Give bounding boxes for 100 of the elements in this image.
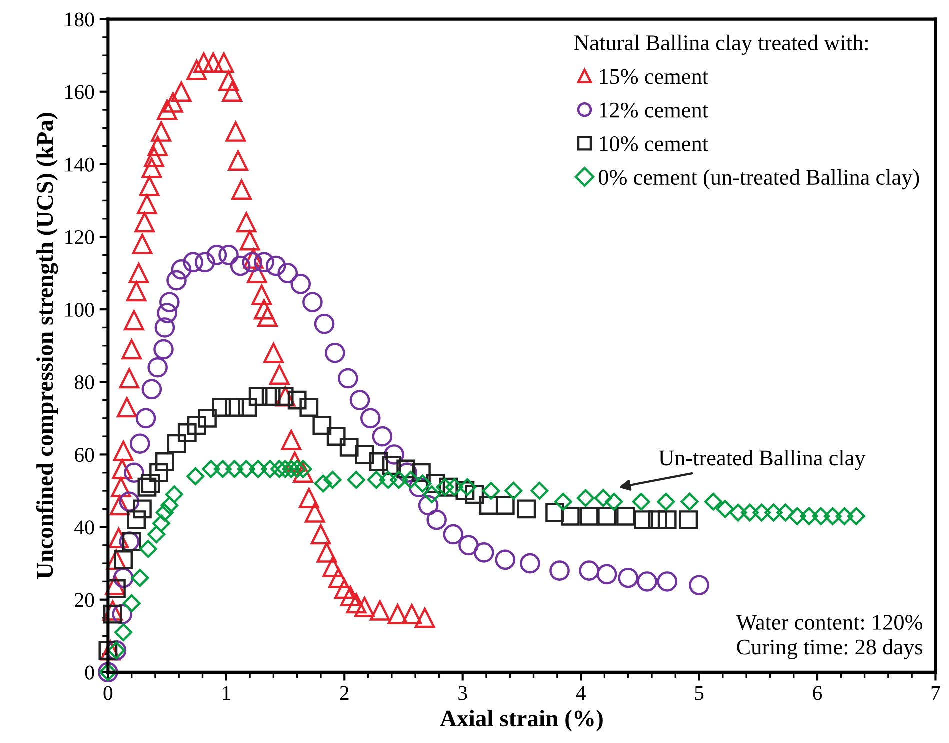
point [382, 456, 402, 476]
point [171, 260, 192, 280]
y-tick-label: 180 [66, 12, 94, 27]
point [114, 550, 133, 570]
point [741, 504, 760, 522]
point [679, 510, 698, 530]
point [212, 398, 232, 417]
annotation: Water content: 120% [736, 615, 923, 630]
y-tick-label: 160 [66, 85, 94, 100]
point [369, 452, 388, 472]
legend-title: Natural Ballina clay treated with: [574, 34, 868, 56]
x-tick-label: 2 [340, 686, 349, 700]
point [616, 506, 636, 526]
point [230, 256, 251, 276]
x-tick-label: 4 [576, 686, 586, 700]
point [178, 424, 197, 442]
point [379, 471, 398, 490]
point [764, 504, 783, 522]
point [618, 568, 638, 588]
point [776, 504, 795, 522]
point [112, 604, 133, 624]
point [154, 318, 176, 338]
point [278, 263, 298, 284]
point [186, 468, 205, 486]
point [274, 387, 294, 406]
point [167, 434, 186, 454]
point [156, 504, 174, 522]
point [103, 604, 122, 624]
point [456, 482, 475, 500]
point [426, 510, 447, 530]
annotation: Un-treated Ballina clay [658, 450, 866, 470]
legend-label: 15% cement [600, 69, 708, 84]
y-tick-label: 120 [66, 230, 94, 244]
point [580, 506, 599, 526]
point [412, 463, 431, 482]
point [550, 560, 570, 581]
x-axis-title: Axial strain (%) [440, 710, 603, 732]
point [238, 460, 256, 478]
point [704, 492, 722, 511]
point [752, 504, 771, 522]
point [154, 339, 174, 360]
point [598, 506, 617, 526]
point [270, 460, 289, 478]
point [495, 550, 516, 570]
point [355, 445, 374, 464]
point [632, 492, 650, 511]
point [312, 416, 332, 436]
point [130, 434, 150, 454]
point [368, 471, 386, 490]
point [148, 358, 168, 378]
point [520, 553, 540, 574]
point [248, 387, 268, 406]
legend-label: 12% cement [600, 102, 708, 118]
point [290, 274, 312, 294]
point [596, 564, 618, 585]
y-tick-label: 80 [74, 376, 94, 390]
point [465, 485, 484, 504]
point [479, 496, 498, 515]
point [560, 506, 580, 526]
y-tick-label: 20 [75, 593, 94, 608]
point [384, 444, 404, 465]
point [326, 427, 346, 446]
point [458, 478, 477, 496]
point [194, 252, 216, 273]
point [418, 495, 439, 516]
point [300, 398, 319, 417]
point [729, 504, 748, 522]
point [605, 492, 624, 511]
y-tick-label: 0 [85, 666, 94, 680]
point [436, 478, 454, 496]
point [157, 303, 178, 324]
point [634, 510, 654, 530]
point [657, 492, 676, 511]
point [426, 474, 446, 494]
point [122, 594, 141, 612]
point [360, 408, 381, 429]
point [680, 492, 699, 511]
point [183, 252, 204, 273]
point [218, 245, 239, 266]
point [402, 471, 420, 490]
point [254, 252, 274, 273]
point [324, 471, 342, 490]
x-tick-label: 5 [695, 686, 704, 700]
point [347, 471, 366, 490]
point [261, 460, 280, 478]
point [390, 471, 408, 490]
point [206, 245, 228, 266]
x-tick-label: 6 [813, 686, 822, 700]
point [225, 398, 244, 417]
point [119, 492, 140, 512]
point [446, 478, 464, 496]
point [150, 463, 168, 482]
point [350, 390, 370, 410]
point [338, 368, 358, 389]
point [637, 572, 658, 592]
point [114, 624, 133, 642]
point [325, 342, 346, 364]
point [576, 489, 595, 508]
point [474, 542, 494, 563]
point [517, 500, 536, 519]
